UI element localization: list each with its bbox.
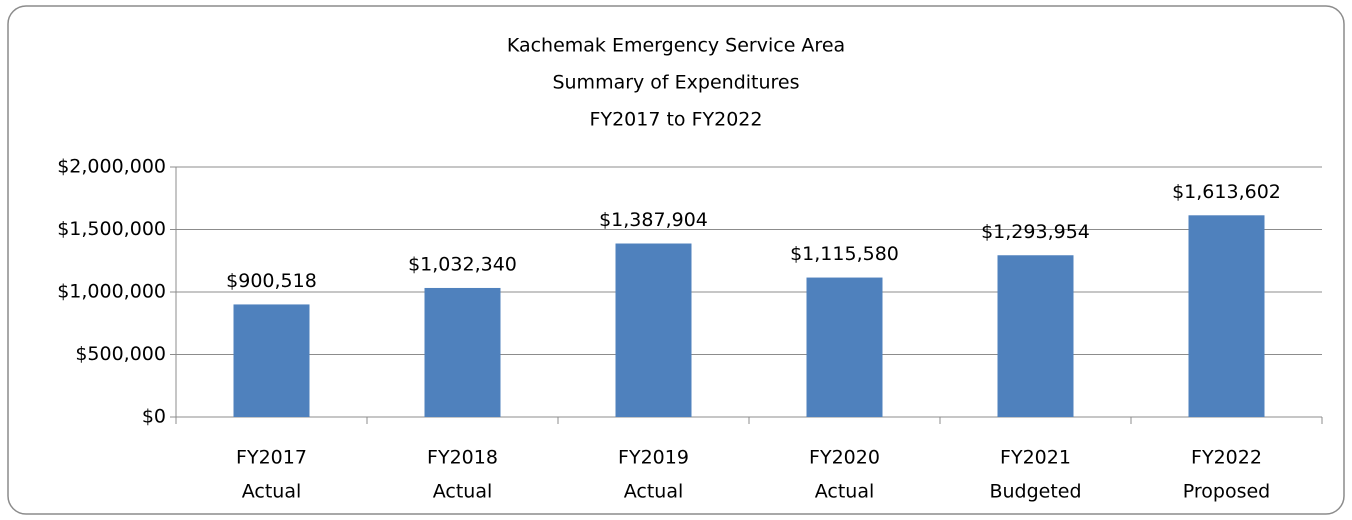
y-tick-label: $1,000,000 [57,281,166,303]
bar [997,255,1074,417]
x-tick-label: Actual [433,481,493,503]
y-tick-label: $2,000,000 [57,156,166,178]
chart-title: Summary of Expenditures [552,72,799,94]
bar [424,287,501,417]
x-tick-label: FY2018 [427,447,498,469]
x-tick-label: FY2020 [809,447,880,469]
x-tick-label: FY2019 [618,447,689,469]
data-label: $900,518 [226,270,317,292]
y-tick-label: $500,000 [75,343,166,365]
bar [1188,215,1265,417]
data-label: $1,115,580 [790,243,899,265]
x-tick-label: Budgeted [989,481,1081,503]
data-label: $1,387,904 [599,209,708,231]
bar [233,304,310,417]
bar [806,277,883,417]
x-tick-label: FY2017 [236,447,307,469]
y-tick-label: $1,500,000 [57,218,166,240]
data-label: $1,032,340 [408,253,517,275]
x-tick-label: FY2021 [1000,447,1071,469]
y-tick-label: $0 [142,406,166,428]
data-label: $1,293,954 [981,221,1090,243]
x-tick-label: FY2022 [1191,447,1262,469]
data-label: $1,613,602 [1172,181,1281,203]
bar [615,243,692,417]
x-tick-label: Proposed [1183,481,1270,503]
x-tick-label: Actual [242,481,302,503]
chart-title: Kachemak Emergency Service Area [507,35,845,57]
x-tick-label: Actual [815,481,875,503]
x-tick-label: Actual [624,481,684,503]
chart-title: FY2017 to FY2022 [590,109,763,131]
